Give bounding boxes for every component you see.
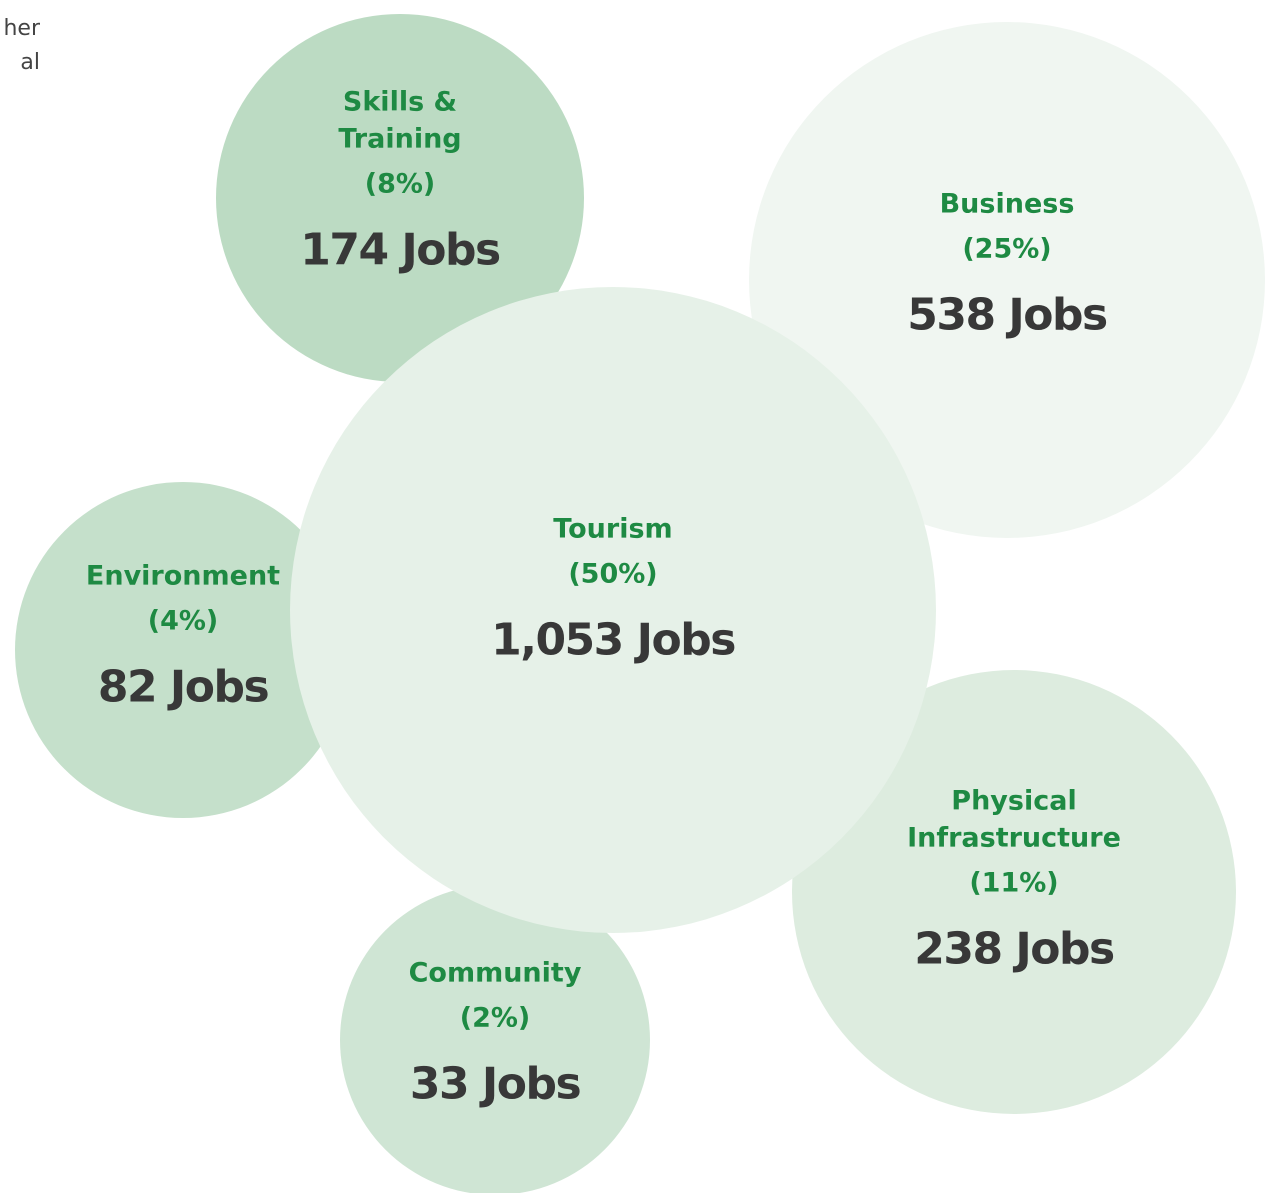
category-label-skills-training-line-1: Skills & bbox=[343, 87, 457, 118]
percent-label-business: (25%) bbox=[962, 234, 1051, 265]
jobs-value-tourism: 1,053 Jobs bbox=[491, 615, 735, 666]
percent-label-physical-infrastructure: (11%) bbox=[969, 868, 1058, 899]
cropped-text-line-2: al bbox=[20, 50, 40, 75]
category-label-physical-infrastructure-line-1: Physical bbox=[951, 786, 1076, 817]
bubble-business bbox=[749, 22, 1265, 538]
jobs-value-community: 33 Jobs bbox=[410, 1059, 581, 1110]
jobs-value-environment: 82 Jobs bbox=[98, 662, 269, 713]
bubble-physical-infrastructure bbox=[792, 670, 1236, 1114]
bubble-labels-physical-infrastructure: Physical Infrastructure (11%) 238 Jobs bbox=[907, 786, 1121, 975]
category-label-environment: Environment bbox=[86, 561, 280, 592]
jobs-value-business: 538 Jobs bbox=[907, 290, 1107, 341]
bubble-labels-skills-training: Skills & Training (8%) 174 Jobs bbox=[300, 87, 501, 276]
bubble-community bbox=[340, 885, 650, 1193]
category-label-tourism: Tourism bbox=[553, 514, 672, 545]
percent-label-skills-training: (8%) bbox=[365, 169, 436, 200]
category-label-community: Community bbox=[409, 958, 582, 989]
cropped-text-line-1: her bbox=[3, 16, 40, 41]
percent-label-environment: (4%) bbox=[148, 606, 219, 637]
percent-label-tourism: (50%) bbox=[568, 559, 657, 590]
bubbles-layer: Skills & Training (8%) 174 Jobs Business (25%… bbox=[15, 14, 1265, 1193]
bubble-skills-training bbox=[216, 14, 584, 382]
category-label-skills-training-line-2: Training bbox=[338, 124, 461, 155]
percent-label-community: (2%) bbox=[460, 1003, 531, 1034]
bubble-labels-business: Business (25%) 538 Jobs bbox=[907, 189, 1108, 341]
bubble-environment bbox=[15, 482, 351, 818]
cropped-side-text: her al bbox=[0, 12, 40, 80]
jobs-value-physical-infrastructure: 238 Jobs bbox=[914, 924, 1114, 975]
jobs-value-skills-training: 174 Jobs bbox=[300, 225, 500, 276]
category-label-business: Business bbox=[940, 189, 1075, 220]
bubble-labels-environment: Environment (4%) 82 Jobs bbox=[86, 561, 280, 713]
bubble-tourism bbox=[290, 287, 936, 933]
bubble-labels-community: Community (2%) 33 Jobs bbox=[409, 958, 582, 1110]
bubble-labels-tourism: Tourism (50%) 1,053 Jobs bbox=[491, 514, 737, 666]
category-label-physical-infrastructure-line-2: Infrastructure bbox=[907, 823, 1121, 854]
